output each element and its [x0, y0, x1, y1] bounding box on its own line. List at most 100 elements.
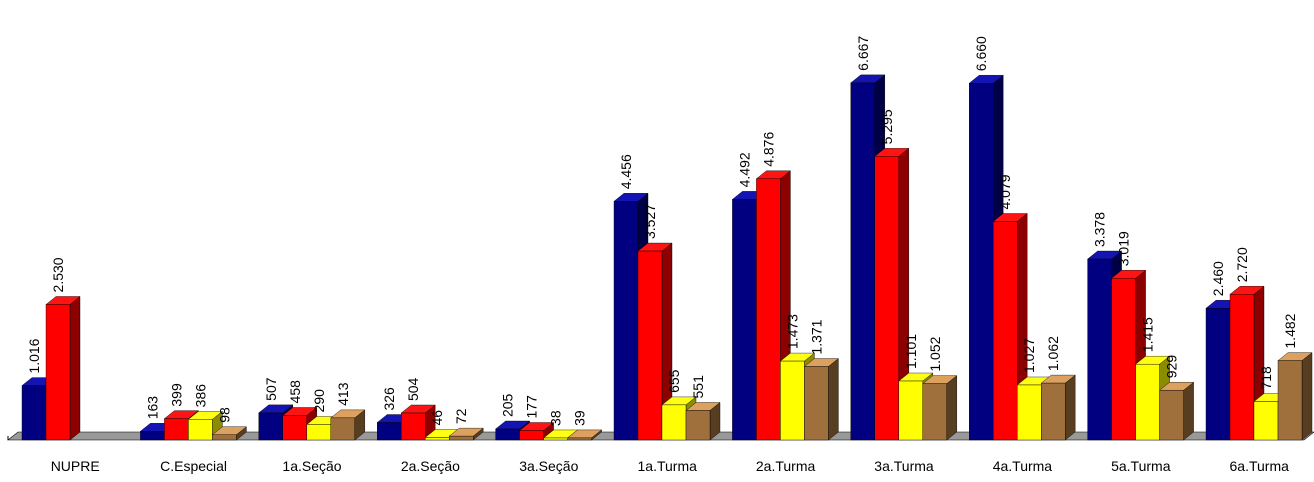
bar-side	[1183, 381, 1194, 441]
bar-front	[188, 419, 213, 441]
bar	[1135, 355, 1171, 441]
value-label: 4.492	[736, 152, 752, 187]
bar-front	[21, 385, 47, 441]
bar	[803, 358, 839, 441]
bar	[567, 429, 603, 441]
value-label: 655	[666, 369, 682, 393]
x-tick-label: 3a.Turma	[874, 458, 934, 474]
bar	[330, 409, 366, 441]
bar-front	[1017, 384, 1042, 441]
x-tick-label: 3a.Seção	[519, 458, 578, 474]
value-label: 1.415	[1140, 317, 1156, 352]
bar	[211, 426, 247, 441]
bar-front	[922, 383, 947, 441]
bar-front	[1111, 278, 1136, 441]
bar-front	[1229, 294, 1255, 441]
bar-front	[1205, 308, 1231, 441]
value-label: 205	[500, 393, 516, 417]
bar	[519, 422, 555, 441]
bar-front	[732, 199, 757, 441]
value-label: 2.460	[1210, 261, 1226, 296]
x-tick-label: 6a.Turma	[1230, 458, 1290, 474]
bar-front	[543, 437, 568, 441]
x-tick-label: 2a.Turma	[756, 458, 816, 474]
bar	[1087, 250, 1123, 441]
bar	[1040, 374, 1076, 441]
value-label: 4.079	[997, 174, 1013, 209]
value-label: 1.482	[1282, 313, 1298, 348]
bar	[448, 427, 484, 441]
bar-front	[495, 428, 520, 441]
value-label: 1.101	[903, 334, 919, 369]
value-label: 929	[1164, 355, 1180, 379]
bar-front	[258, 412, 283, 441]
value-label: 1.027	[1021, 338, 1037, 373]
bar-front	[804, 366, 829, 441]
bar-side	[1064, 374, 1076, 441]
bar-side	[946, 375, 957, 441]
bar-front	[874, 156, 899, 441]
bar-front	[282, 415, 307, 441]
value-label: 413	[335, 382, 351, 406]
value-label: 1.473	[784, 314, 800, 349]
bar-side	[1301, 352, 1313, 441]
bar-front	[613, 201, 639, 441]
bar-front	[898, 380, 923, 441]
bar-front	[519, 430, 544, 441]
value-label: 2.530	[50, 257, 66, 292]
bar-front	[45, 304, 71, 441]
value-label: 504	[405, 377, 421, 401]
value-label: 5.295	[879, 109, 895, 144]
value-label: 6.667	[855, 36, 871, 71]
value-label: 718	[1258, 366, 1274, 390]
value-label: 326	[381, 387, 397, 411]
x-tick-label: 1a.Seção	[282, 458, 341, 474]
bar-front	[1277, 360, 1303, 441]
value-label: 1.052	[927, 336, 943, 371]
bar-front	[850, 82, 875, 441]
bar-front	[140, 431, 165, 441]
bar-front	[306, 424, 331, 441]
value-label: 6.660	[973, 36, 989, 71]
bar	[1159, 381, 1195, 441]
bar-front	[449, 435, 474, 441]
bar-front	[969, 83, 994, 441]
bar-front	[401, 412, 426, 441]
x-tick-label: 2a.Seção	[401, 458, 460, 474]
value-label: 507	[263, 377, 279, 401]
bar	[637, 242, 673, 441]
bar	[874, 147, 910, 441]
bar-side	[69, 296, 81, 441]
value-label: 4.456	[618, 154, 634, 189]
bar-front	[780, 360, 805, 441]
bar-front	[993, 221, 1018, 441]
bar	[755, 170, 791, 441]
bar-front	[756, 178, 781, 441]
bar-front	[377, 422, 402, 441]
value-label: 3.527	[642, 204, 658, 239]
x-tick-label: 1a.Turma	[638, 458, 698, 474]
value-label: 38	[548, 410, 564, 426]
value-label: 46	[429, 410, 445, 426]
value-label: 3.019	[1116, 231, 1132, 266]
bar-front	[685, 410, 711, 441]
bar-front	[164, 418, 189, 441]
value-label: 163	[144, 396, 160, 420]
bar	[400, 404, 436, 441]
value-label: 551	[690, 375, 706, 399]
x-tick-label: C.Especial	[160, 458, 227, 474]
bar	[187, 410, 223, 441]
value-label: 4.876	[760, 132, 776, 167]
bar	[685, 402, 721, 441]
bar	[45, 296, 81, 441]
bar-front	[330, 417, 355, 441]
value-label: 177	[524, 395, 540, 419]
value-label: 399	[168, 383, 184, 407]
bar-front	[1040, 382, 1066, 441]
value-label: 3.378	[1092, 212, 1108, 247]
bar-front	[1253, 401, 1279, 441]
value-label: 386	[192, 384, 208, 408]
x-tick-label: 5a.Turma	[1111, 458, 1171, 474]
value-label: 458	[287, 380, 303, 404]
value-label: 1.062	[1045, 336, 1061, 371]
